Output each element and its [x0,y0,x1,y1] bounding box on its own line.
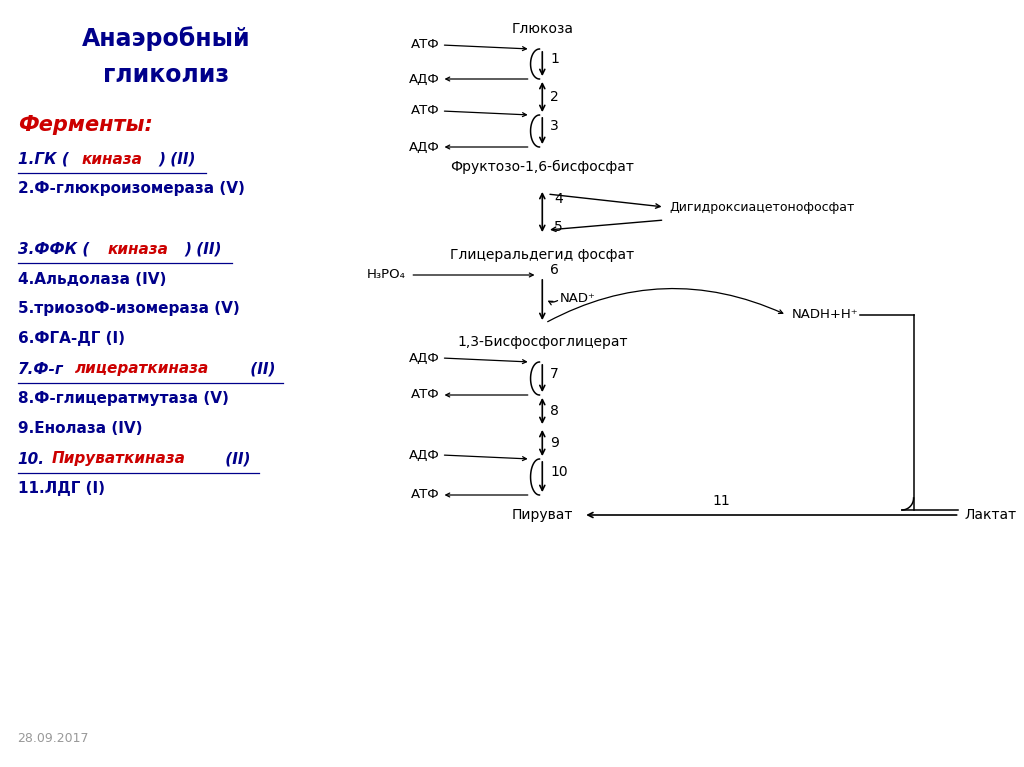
Text: Глюкоза: Глюкоза [511,22,573,36]
Text: лицераткиназа: лицераткиназа [76,361,210,377]
Text: 1,3-Бисфосфоглицерат: 1,3-Бисфосфоглицерат [457,335,628,349]
Text: 9.Енолаза (IV): 9.Енолаза (IV) [17,422,142,436]
Text: Дигидроксиацетонофосфат: Дигидроксиацетонофосфат [670,200,855,213]
Text: Лактат: Лактат [965,508,1017,522]
Text: Пируват: Пируват [512,508,573,522]
Text: H₃PO₄: H₃PO₄ [367,268,406,281]
Text: 1.ГК (: 1.ГК ( [17,152,69,166]
Text: Пируваткиназа: Пируваткиназа [51,452,185,466]
Text: Ферменты:: Ферменты: [17,115,153,135]
Text: 7.Ф-г: 7.Ф-г [17,361,63,377]
Text: 1: 1 [550,52,559,66]
Text: 8.Ф-глицератмутаза (V): 8.Ф-глицератмутаза (V) [17,391,228,407]
Text: 6.ФГА-ДГ (I): 6.ФГА-ДГ (I) [17,331,125,347]
Text: Глицеральдегид фосфат: Глицеральдегид фосфат [451,248,634,262]
Text: гликолиз: гликолиз [103,63,229,87]
Text: 3.ФФК (: 3.ФФК ( [17,242,89,256]
Text: 9: 9 [550,436,559,450]
Text: Фруктозо-1,6-бисфосфат: Фруктозо-1,6-бисфосфат [451,160,634,174]
Text: АТФ: АТФ [411,389,439,401]
Text: 4: 4 [554,192,563,206]
Text: киназа: киназа [108,242,169,256]
Text: АДФ: АДФ [409,73,439,85]
Text: 6: 6 [550,263,559,277]
Text: 10.: 10. [17,452,45,466]
Text: 5.триозоФ-изомераза (V): 5.триозоФ-изомераза (V) [17,301,240,317]
Text: АТФ: АТФ [411,104,439,117]
Text: (II): (II) [220,452,251,466]
Text: 8: 8 [550,404,559,418]
Text: 4.Альдолаза (IV): 4.Альдолаза (IV) [17,272,166,287]
Text: 3: 3 [550,119,559,133]
Text: 28.09.2017: 28.09.2017 [17,732,89,746]
Text: 7: 7 [550,367,559,380]
Text: 5: 5 [554,220,563,234]
Text: 11: 11 [713,494,730,508]
Text: (II): (II) [245,361,275,377]
Text: ) (II): ) (II) [159,152,196,166]
Text: АДФ: АДФ [409,449,439,462]
Text: 10: 10 [550,465,567,479]
Text: NAD⁺: NAD⁺ [560,292,596,305]
Text: 11.ЛДГ (I): 11.ЛДГ (I) [17,482,104,496]
Text: АДФ: АДФ [409,140,439,153]
Text: АТФ: АТФ [411,489,439,502]
Text: 2: 2 [550,90,559,104]
Text: АДФ: АДФ [409,351,439,364]
Text: NADH+H⁺: NADH+H⁺ [792,308,858,321]
Text: ) (II): ) (II) [184,242,222,256]
Text: киназа: киназа [82,152,142,166]
Text: 2.Ф-глюкроизомераза (V): 2.Ф-глюкроизомераза (V) [17,182,245,196]
Text: Анаэробный: Анаэробный [82,27,251,51]
Text: АТФ: АТФ [411,38,439,51]
